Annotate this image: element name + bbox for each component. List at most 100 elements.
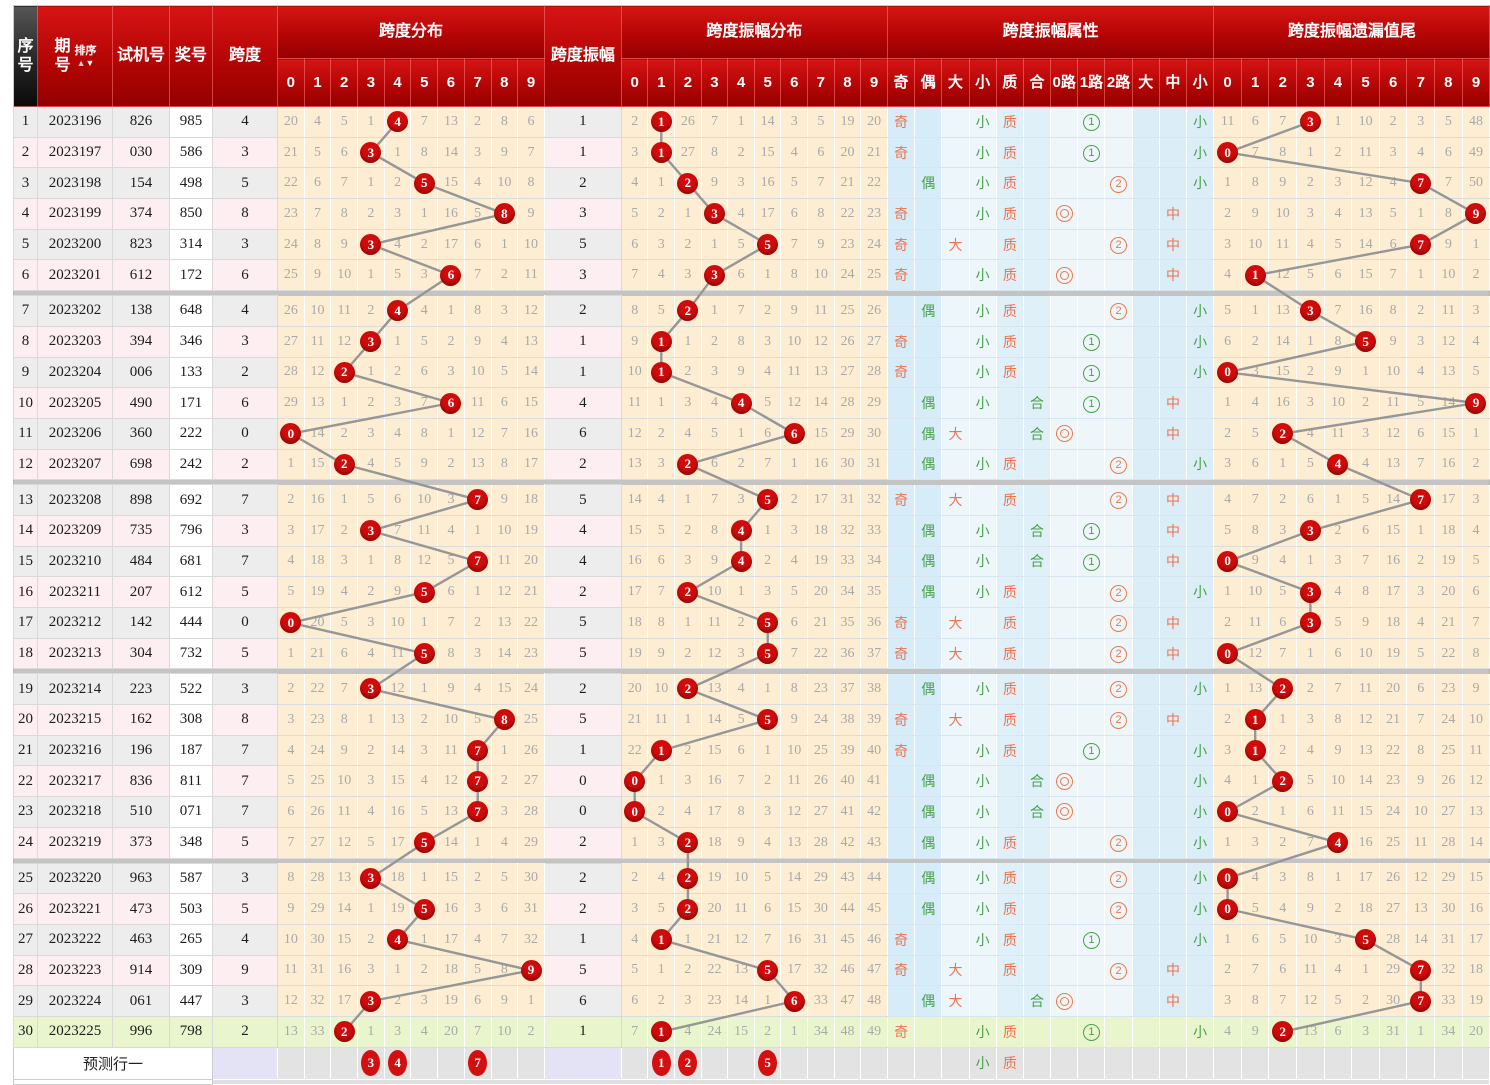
tail-cell: 6 [1324, 1016, 1353, 1048]
attr-value: 中 [1165, 395, 1180, 412]
amp-dist-cell: 39 [860, 704, 888, 736]
attr-value: 小 [1193, 870, 1208, 887]
amp-dist-cell: 4 [727, 387, 755, 419]
prize-number-cell: 732 [169, 637, 213, 670]
span-dist-cell: 11 [330, 295, 359, 327]
miss-count: 27 [1441, 803, 1456, 819]
attr-cell: 奇 [887, 1016, 916, 1048]
miss-count: 2 [1306, 680, 1314, 696]
miss-count: 5 [1472, 364, 1480, 380]
span-dist-cell: 2 [464, 106, 492, 138]
prediction-amp-dist-cell: 1 [647, 1046, 676, 1080]
amp-dist-cell: 11 [727, 893, 755, 925]
amp-dist-cell: 26 [807, 765, 835, 798]
sort-control[interactable]: 排序 ▲▼ [75, 45, 97, 67]
amp-dist-cell: 21 [834, 167, 862, 200]
attr-cell [1132, 229, 1160, 261]
span-cell: 6 [212, 387, 278, 419]
miss-count: 24 [1441, 711, 1456, 727]
amp-dist-cell: 48 [834, 1016, 862, 1048]
miss-count: 18 [524, 491, 539, 507]
miss-count: 1 [420, 680, 428, 696]
span-dist-cell: 13 [277, 1016, 305, 1048]
attr-cell: 质 [996, 863, 1024, 895]
hit-circle: 0 [624, 770, 646, 792]
attr-value: 奇 [894, 364, 909, 381]
attr-cell [1104, 357, 1133, 389]
miss-count: 5 [367, 834, 375, 850]
span-dist-cell: 26 [517, 735, 545, 767]
tail-digit-header: 9 [1461, 58, 1490, 107]
miss-count: 3 [1334, 931, 1342, 947]
amp-dist-cell: 2 [727, 607, 755, 639]
dist-digit-header: 7 [463, 58, 492, 107]
miss-count: 3 [394, 395, 402, 411]
amp-dist-cell: 9 [780, 295, 809, 327]
hit-circle: 4 [387, 929, 409, 951]
miss-count: 24 [524, 680, 539, 696]
miss-count: 5 [340, 614, 348, 630]
amp-dist-cell: 5 [807, 106, 835, 138]
miss-count: 12 [1468, 773, 1483, 789]
attr-value: 质 [1002, 175, 1017, 192]
serial-cell: 7 [13, 295, 38, 327]
attr-cell: 小 [1186, 827, 1215, 859]
tail-cell: 1 [1241, 765, 1270, 798]
amp-dist-cell: 10 [780, 326, 809, 358]
test-number-cell: 963 [112, 862, 170, 895]
route-ring: 2 [1110, 584, 1128, 602]
amp-dist-cell: 8 [647, 607, 676, 639]
amp-dist-cell: 32 [807, 955, 835, 987]
attr-cell [1050, 229, 1079, 261]
miss-count: 1 [340, 491, 348, 507]
attr-cell [914, 137, 943, 169]
miss-count: 4 [684, 803, 692, 819]
miss-count: 8 [500, 456, 508, 472]
miss-count: 7 [1279, 113, 1287, 129]
attr-cell [1132, 387, 1160, 419]
miss-count: 4 [764, 834, 772, 850]
attr-value: 质 [1002, 364, 1017, 381]
miss-count: 33 [813, 993, 828, 1009]
tail-cell: 3 [1406, 106, 1436, 138]
tail-cell: 9 [1462, 387, 1490, 419]
miss-count: 15 [310, 456, 325, 472]
attr-cell [914, 924, 943, 956]
hit-circle: 6 [783, 423, 805, 445]
miss-count: 17 [1468, 931, 1483, 947]
attr-value: 偶 [921, 175, 936, 192]
attr-cell [914, 1016, 943, 1048]
span-dist-cell: 5 [464, 198, 492, 230]
attr-cell [941, 449, 970, 481]
tail-cell: 2 [1462, 259, 1490, 292]
attr-cell: 奇 [887, 357, 916, 389]
amp-dist-cell: 3 [674, 985, 702, 1017]
attr-cell: 2 [1104, 484, 1133, 516]
span-dist-cell: 2 [277, 484, 305, 516]
amp-dist-cell: 6 [754, 418, 782, 450]
prize-number-cell: 648 [169, 295, 213, 327]
attr-cell: 1 [1077, 357, 1106, 389]
attr-cell: 中 [1159, 259, 1188, 292]
miss-count: 3 [764, 803, 772, 819]
route-ring: 1 [1082, 523, 1100, 541]
amp-dist-cell: 17 [807, 484, 835, 516]
attr-cell [1104, 106, 1133, 138]
tail-cell: 16 [1351, 295, 1380, 327]
miss-count: 9 [1279, 175, 1287, 191]
span-dist-cell: 1 [410, 607, 439, 639]
amp-cell: 1 [543, 325, 622, 358]
miss-count: 11 [417, 522, 432, 538]
miss-count: 8 [420, 144, 428, 160]
amp-dist-cell: 5 [621, 198, 649, 230]
amp-dist-cell: 31 [807, 924, 835, 956]
hit-circle: 6 [440, 392, 462, 414]
miss-count: 8 [447, 645, 455, 661]
miss-count: 6 [1334, 1023, 1342, 1039]
miss-count: 2 [340, 425, 348, 441]
attr-cell: 质 [996, 735, 1024, 767]
period-cell: 2023208 [37, 484, 113, 516]
test-number-cell: 484 [112, 545, 170, 578]
amp-dist-cell: 4 [780, 546, 809, 578]
span-dist-cell: 7 [437, 607, 465, 639]
